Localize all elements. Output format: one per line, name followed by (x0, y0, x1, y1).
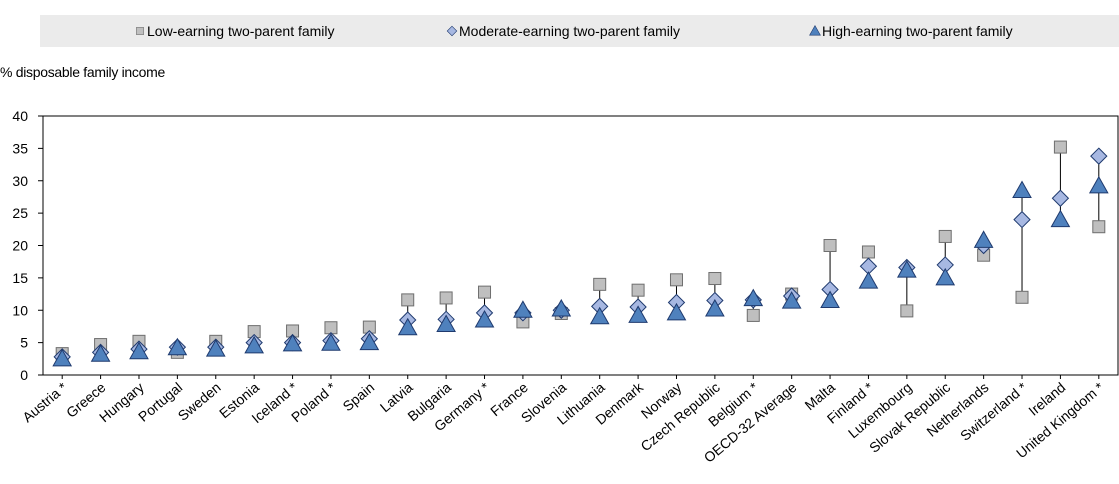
legend-label: Moderate-earning two-parent family (459, 23, 680, 39)
legend-marker (809, 24, 821, 36)
data-point (935, 267, 956, 286)
data-point (900, 304, 914, 318)
legend-label: High-earning two-parent family (822, 23, 1013, 39)
y-tick-label: 40 (12, 108, 28, 124)
data-point (1050, 209, 1071, 228)
data-point (1088, 175, 1109, 194)
x-tick-label: Austria * (19, 379, 70, 426)
data-point (781, 291, 802, 309)
y-tick-label: 35 (12, 140, 28, 156)
legend-marker (136, 27, 144, 35)
data-point (90, 344, 111, 362)
data-point (205, 339, 226, 357)
data-point (167, 337, 188, 356)
data-point (551, 298, 572, 317)
data-point (321, 333, 341, 351)
legend-label: Low-earning two-parent family (147, 23, 335, 39)
data-point (820, 290, 840, 309)
data-point (359, 332, 380, 351)
data-point (282, 333, 303, 352)
y-tick-label: 25 (12, 205, 28, 221)
data-point (397, 317, 418, 336)
data-point (401, 293, 415, 307)
data-point (1051, 189, 1070, 207)
data-point (1015, 290, 1029, 304)
data-point (861, 245, 875, 259)
data-point (823, 239, 837, 252)
plot-frame (42, 115, 1119, 376)
data-point (896, 260, 917, 278)
data-point (1053, 140, 1067, 154)
data-point (631, 283, 645, 297)
data-point (1092, 220, 1106, 234)
data-point (474, 309, 495, 328)
data-point (743, 288, 764, 307)
x-tick-label: Switzerland * (957, 379, 1030, 444)
data-point (129, 341, 149, 360)
legend-background (40, 15, 1119, 47)
data-point (324, 321, 338, 335)
data-point (513, 300, 533, 318)
y-tick-label: 15 (12, 270, 28, 286)
y-tick-label: 30 (12, 173, 28, 189)
data-point (746, 308, 760, 322)
data-point (1090, 147, 1108, 165)
data-point (708, 272, 722, 286)
data-point (52, 348, 73, 367)
data-point (666, 302, 687, 321)
x-tick-label: Spain (340, 379, 378, 414)
data-point (589, 306, 610, 325)
data-point (669, 273, 683, 287)
y-tick-label: 10 (12, 302, 28, 318)
data-point (593, 277, 607, 291)
data-point (1012, 180, 1032, 198)
data-point (938, 229, 952, 243)
data-point (478, 285, 492, 299)
legend-marker (446, 25, 458, 37)
data-point (1013, 210, 1031, 229)
x-tick-label: Sweden (175, 379, 224, 424)
y-tick-label: 0 (20, 367, 28, 383)
data-point (436, 314, 456, 332)
data-point (973, 230, 994, 248)
data-point (439, 291, 453, 305)
data-point (705, 298, 725, 317)
y-tick-label: 5 (20, 335, 28, 351)
data-point (628, 305, 648, 323)
y-axis-label: % disposable family income (0, 64, 165, 80)
data-point (244, 335, 265, 354)
y-tick-label: 20 (12, 238, 28, 254)
data-point (858, 271, 879, 289)
x-tick-label: Portugal (135, 379, 185, 425)
